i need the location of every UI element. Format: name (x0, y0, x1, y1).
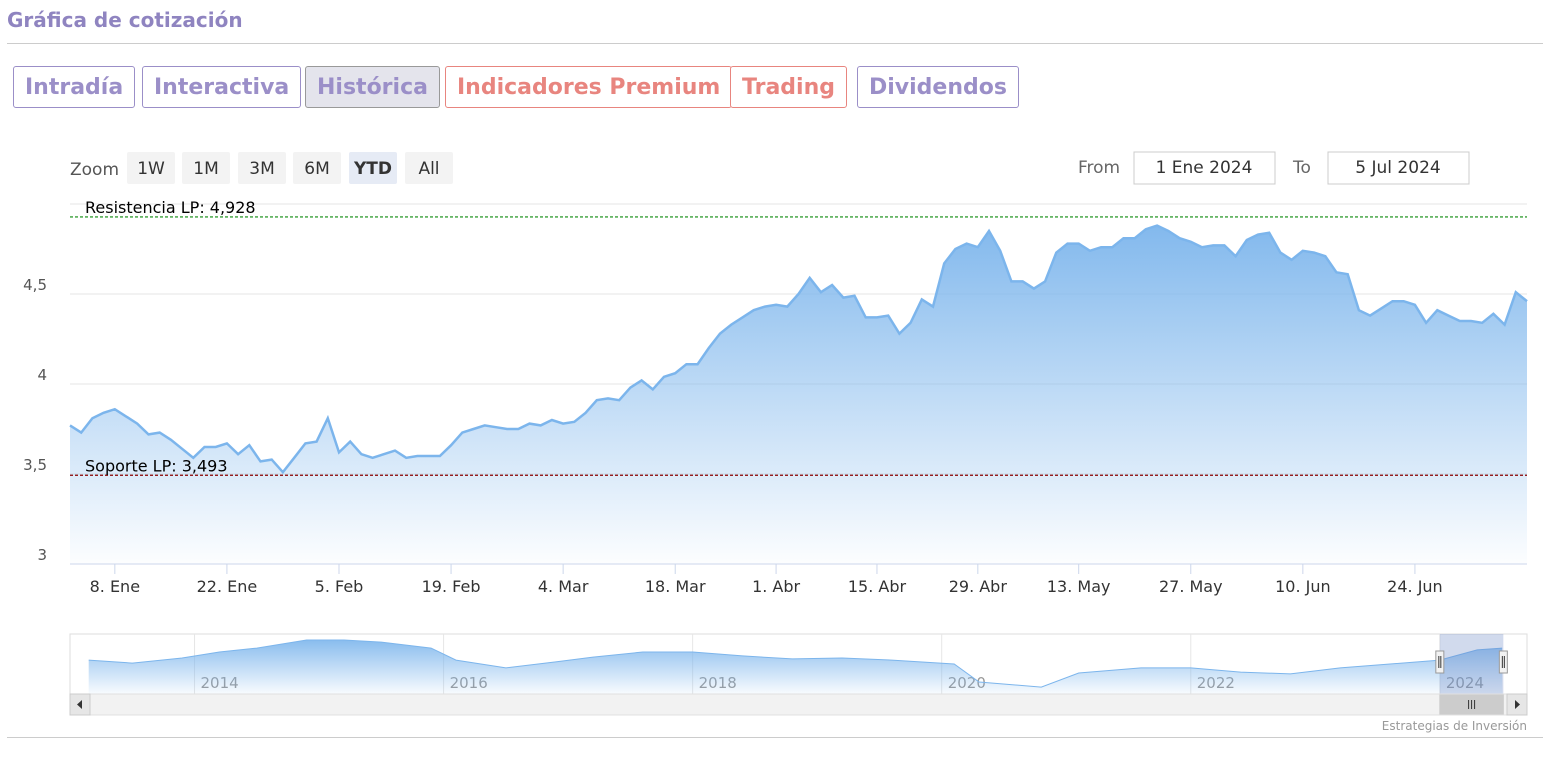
y-tick-label: 4 (37, 366, 47, 384)
zoom-button-label: All (418, 159, 439, 179)
navigator-handle[interactable] (1435, 650, 1445, 674)
to-input[interactable] (1327, 151, 1470, 185)
navigator-line (88, 639, 1503, 688)
zoom-button-label: 3M (249, 159, 274, 179)
divider (7, 737, 1543, 738)
zoom-button-label: 6M (304, 159, 329, 179)
navigator-mask (1439, 634, 1504, 694)
y-tick-label: 3,5 (23, 456, 47, 474)
page-title: Gráfica de cotización (7, 8, 243, 32)
zoom-button-label: 1M (193, 159, 218, 179)
zoom-button-label: 1W (137, 159, 165, 179)
to-value: 5 Jul 2024 (1355, 158, 1440, 178)
credit: Estrategias de Inversión (1382, 719, 1527, 733)
zoom-button[interactable] (127, 152, 175, 184)
from-input[interactable] (1133, 151, 1276, 185)
price-line (69, 224, 1528, 475)
x-tick-label: 15. Abr (848, 577, 907, 596)
zoom-button-label: YTD (353, 159, 392, 179)
zoom-button[interactable] (293, 152, 341, 184)
zoom-button[interactable] (405, 152, 453, 184)
y-tick-label: 4,5 (23, 276, 47, 294)
divider (7, 43, 1543, 44)
y-tick-label: 3 (37, 546, 47, 564)
zoom-button[interactable] (182, 152, 230, 184)
zoom-button[interactable] (349, 152, 397, 184)
tab[interactable]: Indicadores Premium (445, 66, 733, 108)
from-value: 1 Ene 2024 (1156, 158, 1253, 178)
x-tick-label: 18. Mar (645, 577, 706, 596)
x-tick-label: 22. Ene (197, 577, 258, 596)
plot-line-label: Soporte LP: 3,493 (85, 456, 228, 475)
zoom-button[interactable] (238, 152, 286, 184)
area-fill (70, 225, 1527, 564)
x-tick-label: 27. May (1159, 577, 1223, 596)
tab[interactable]: Intradía (13, 66, 136, 108)
x-tick-label: 8. Ene (90, 577, 140, 596)
x-tick-label: 4. Mar (538, 577, 589, 596)
x-tick-label: 10. Jun (1275, 577, 1331, 596)
tab[interactable]: Histórica (305, 66, 440, 108)
x-tick-label: 5. Feb (315, 577, 364, 596)
tab[interactable]: Trading (730, 66, 847, 108)
scrollbar-arrow (77, 700, 82, 709)
x-tick-label: 24. Jun (1387, 577, 1443, 596)
x-tick-label: 1. Abr (752, 577, 800, 596)
x-tick-label: 19. Feb (422, 577, 481, 596)
zoom-label: Zoom (70, 160, 119, 180)
tab[interactable]: Interactiva (142, 66, 302, 108)
scrollbar-track (69, 693, 1528, 716)
navigator-area (88, 640, 1503, 694)
navigator-handle[interactable] (1498, 650, 1508, 674)
x-tick-label: 13. May (1047, 577, 1111, 596)
tab[interactable]: Dividendos (857, 66, 1019, 108)
x-tick-label: 29. Abr (949, 577, 1008, 596)
from-label: From (1078, 158, 1120, 178)
plot-line-label: Resistencia LP: 4,928 (85, 198, 256, 217)
scrollbar-arrow (1515, 700, 1520, 709)
to-label: To (1292, 158, 1311, 178)
